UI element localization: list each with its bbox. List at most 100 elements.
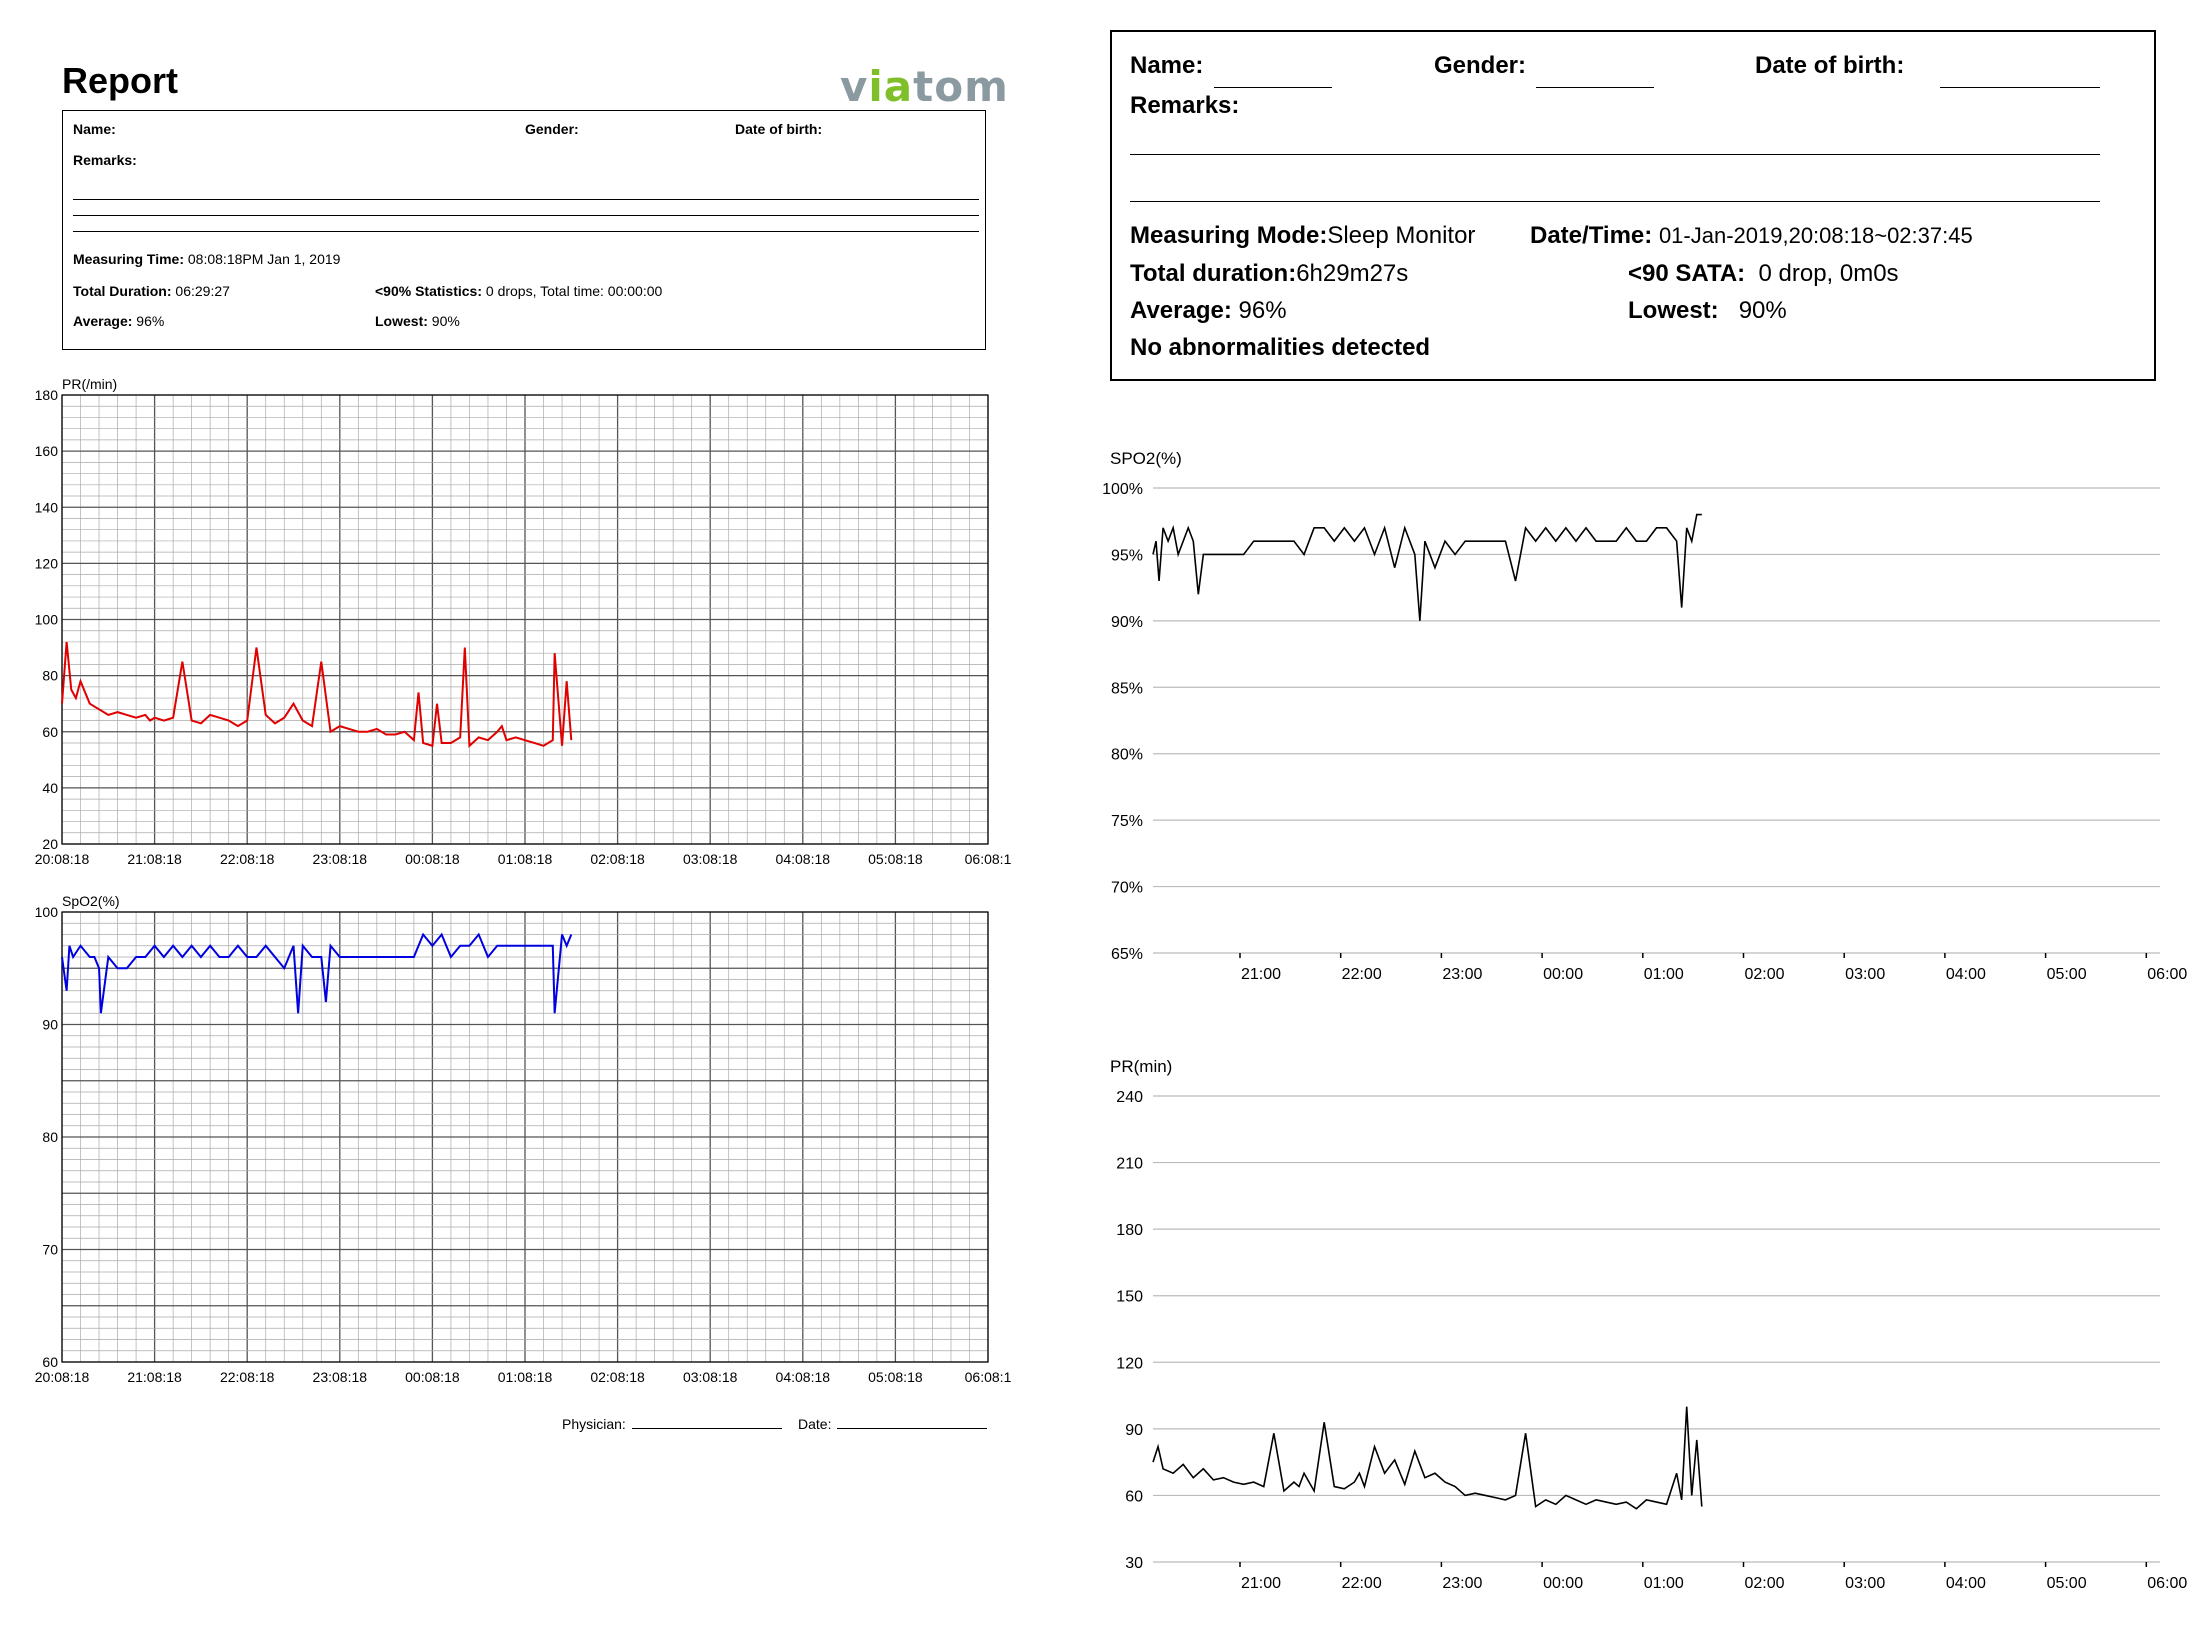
remarks-label: Remarks:: [73, 152, 137, 168]
y-tick-label: 100: [35, 612, 59, 628]
date-line: [837, 1428, 987, 1429]
y-tick-label: 80: [42, 1129, 58, 1145]
y-tick-label: 90: [42, 1017, 58, 1033]
x-tick-label: 00:08:18: [405, 851, 460, 867]
stats-label: <90% Statistics:: [375, 283, 482, 299]
x-tick-label: 00:00: [1543, 966, 1583, 983]
x-tick-label: 21:08:18: [127, 1369, 182, 1385]
x-tick-label: 06:00: [2147, 966, 2187, 983]
x-tick-label: 02:00: [1744, 1575, 1784, 1592]
x-tick-label: 05:08:18: [868, 851, 923, 867]
r-sata-label: <90 SATA:: [1628, 260, 1746, 287]
x-tick-label: 23:08:18: [313, 851, 368, 867]
r-dob-line: [1940, 87, 2100, 88]
measuring-time-value: 08:08:18PM Jan 1, 2019: [187, 251, 341, 267]
remarks-line-1: [73, 199, 979, 200]
x-tick-label: 20:08:18: [35, 851, 90, 867]
y-tick-label: 120: [35, 555, 59, 571]
r-duration-label: Total duration:: [1130, 260, 1297, 287]
name-label: Name:: [73, 121, 116, 137]
y-tick-label: 120: [1116, 1355, 1143, 1372]
y-tick-label: 210: [1116, 1156, 1143, 1173]
y-tick-label: 60: [42, 1354, 58, 1370]
physician-line: [632, 1428, 782, 1429]
x-tick-label: 01:08:18: [498, 1369, 553, 1385]
x-tick-label: 23:08:18: [313, 1369, 368, 1385]
x-tick-label: 20:08:18: [35, 1369, 90, 1385]
x-tick-label: 23:00: [1442, 1575, 1482, 1592]
y-tick-label: 100%: [1102, 481, 1143, 498]
x-tick-label: 21:00: [1241, 1575, 1281, 1592]
x-tick-label: 04:08:18: [776, 1369, 831, 1385]
x-tick-label: 22:00: [1342, 1575, 1382, 1592]
y-tick-label: 70%: [1111, 880, 1143, 897]
y-tick-label: 90%: [1111, 614, 1143, 631]
y-tick-label: 20: [42, 836, 58, 852]
y-tick-label: 140: [35, 499, 59, 515]
r-remarks-label: Remarks:: [1130, 92, 1240, 119]
left-info-box: Name: Gender: Date of birth: Remarks: Me…: [62, 110, 986, 350]
x-tick-label: 00:00: [1543, 1575, 1583, 1592]
r-remarks-line-2: [1130, 201, 2100, 202]
x-tick-label: 03:08:18: [683, 1369, 738, 1385]
x-tick-label: 01:00: [1644, 1575, 1684, 1592]
remarks-line-3: [73, 231, 979, 232]
r-name-line: [1214, 87, 1332, 88]
date-field: Date:: [798, 1416, 832, 1432]
y-tick-label: 100: [35, 904, 59, 920]
series-line: [1152, 1406, 1703, 1510]
r-gender-label: Gender:: [1434, 52, 1527, 79]
y-tick-label: 90: [1125, 1422, 1143, 1439]
average-value: 96%: [136, 313, 165, 329]
r-datetime-value: 01-Jan-2019,20:08:18~02:37:45: [1658, 223, 1973, 248]
x-tick-label: 06:08:1: [965, 1369, 1012, 1385]
x-tick-label: 02:00: [1744, 966, 1784, 983]
x-tick-label: 02:08:18: [590, 1369, 645, 1385]
x-tick-label: 22:08:18: [220, 1369, 275, 1385]
x-tick-label: 04:00: [1946, 966, 1986, 983]
r-lowest-label: Lowest:: [1628, 297, 1719, 324]
chart-title: SpO2(%): [62, 893, 120, 909]
x-tick-label: 02:08:18: [590, 851, 645, 867]
r-datetime-label: Date/Time:: [1530, 222, 1653, 249]
y-tick-label: 60: [42, 724, 58, 740]
plot-border: [61, 911, 989, 1363]
y-tick-label: 80: [42, 668, 58, 684]
x-tick-label: 21:08:18: [127, 851, 182, 867]
x-tick-label: 03:00: [1845, 1575, 1885, 1592]
physician-field: Physician:: [562, 1416, 626, 1432]
x-tick-label: 22:08:18: [220, 851, 275, 867]
r-sata-value: 0 drop, 0m0s: [1758, 260, 1899, 287]
average-label: Average:: [73, 313, 133, 329]
y-tick-label: 160: [35, 443, 59, 459]
y-tick-label: 85%: [1111, 680, 1143, 697]
measuring-time-label: Measuring Time:: [73, 251, 184, 267]
x-tick-label: 01:00: [1644, 966, 1684, 983]
x-tick-label: 23:00: [1442, 966, 1482, 983]
y-tick-label: 65%: [1111, 946, 1143, 963]
remarks-line-2: [73, 215, 979, 216]
x-tick-label: 06:00: [2147, 1575, 2187, 1592]
y-tick-label: 75%: [1111, 813, 1143, 830]
r-average-value: 96%: [1238, 297, 1287, 324]
r-lowest-value: 90%: [1738, 297, 1787, 324]
x-tick-label: 21:00: [1241, 966, 1281, 983]
lowest-value: 90%: [431, 313, 460, 329]
r-gender-line: [1536, 87, 1654, 88]
x-tick-label: 04:00: [1946, 1575, 1986, 1592]
stats-value: 0 drops, Total time: 00:00:00: [485, 283, 663, 299]
r-mode-value: Sleep Monitor: [1327, 222, 1476, 249]
y-tick-label: 150: [1116, 1289, 1143, 1306]
r-mode-label: Measuring Mode:: [1130, 222, 1328, 249]
lowest-label: Lowest:: [375, 313, 428, 329]
y-tick-label: 95%: [1111, 547, 1143, 564]
chart-title: SPO2(%): [1110, 449, 1182, 468]
x-tick-label: 05:00: [2047, 1575, 2087, 1592]
y-tick-label: 240: [1116, 1089, 1143, 1106]
right-info-box: Name: Gender: Date of birth: Remarks: Me…: [1110, 30, 2156, 381]
x-tick-label: 03:08:18: [683, 851, 738, 867]
chart-title: PR(min): [1110, 1057, 1172, 1076]
r-average-label: Average:: [1130, 297, 1232, 324]
r-duration-value: 6h29m27s: [1296, 260, 1409, 287]
total-duration-label: Total Duration:: [73, 283, 172, 299]
